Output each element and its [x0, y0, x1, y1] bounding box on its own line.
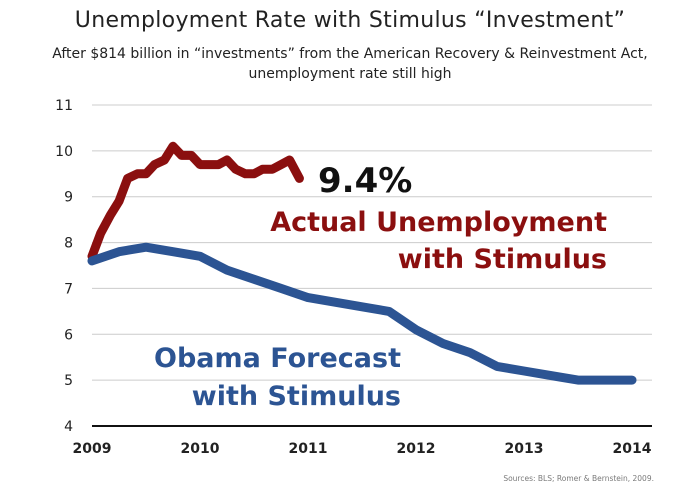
series-lines [87, 141, 637, 385]
y-tick-label: 8 [64, 236, 73, 252]
series-line-forecast [87, 242, 637, 385]
series-line-actual [87, 141, 304, 261]
y-tick-label: 9 [64, 190, 73, 206]
y-tick-label: 4 [64, 419, 73, 435]
chart-subtitle-line2: unemployment rate still high [248, 66, 452, 82]
y-tick-label: 7 [64, 281, 73, 297]
x-axis-ticks: 2009 2010 2011 2012 2013 2014 [73, 425, 652, 457]
y-tick-label: 11 [55, 98, 73, 114]
series-labels: 9.4% Actual Unemployment with Stimulus Obam… [154, 161, 607, 412]
y-tick-label: 10 [55, 144, 73, 160]
forecast-series-label-line2: with Stimulus [192, 381, 401, 412]
forecast-series-label-line1: Obama Forecast [154, 343, 401, 374]
actual-series-label-line1: Actual Unemployment [270, 207, 607, 238]
x-tick-label: 2011 [289, 441, 328, 457]
y-axis-ticks: 4 5 6 7 8 9 10 11 [55, 98, 73, 435]
x-tick-label: 2010 [181, 441, 220, 457]
gridlines [92, 104, 652, 381]
actual-series-label-line2: with Stimulus [398, 244, 607, 275]
y-tick-label: 5 [64, 373, 73, 389]
chart-subtitle-line1: After $814 billion in “investments” from… [52, 46, 648, 62]
chart-title: Unemployment Rate with Stimulus “Investm… [74, 8, 626, 33]
x-tick-label: 2014 [613, 441, 652, 457]
actual-end-value-label: 9.4% [318, 161, 412, 201]
x-tick-label: 2013 [505, 441, 544, 457]
x-tick-label: 2012 [397, 441, 436, 457]
source-note: Sources: BLS; Romer & Bernstein, 2009. [503, 474, 654, 483]
y-tick-label: 6 [64, 327, 73, 343]
x-tick-label: 2009 [73, 441, 112, 457]
